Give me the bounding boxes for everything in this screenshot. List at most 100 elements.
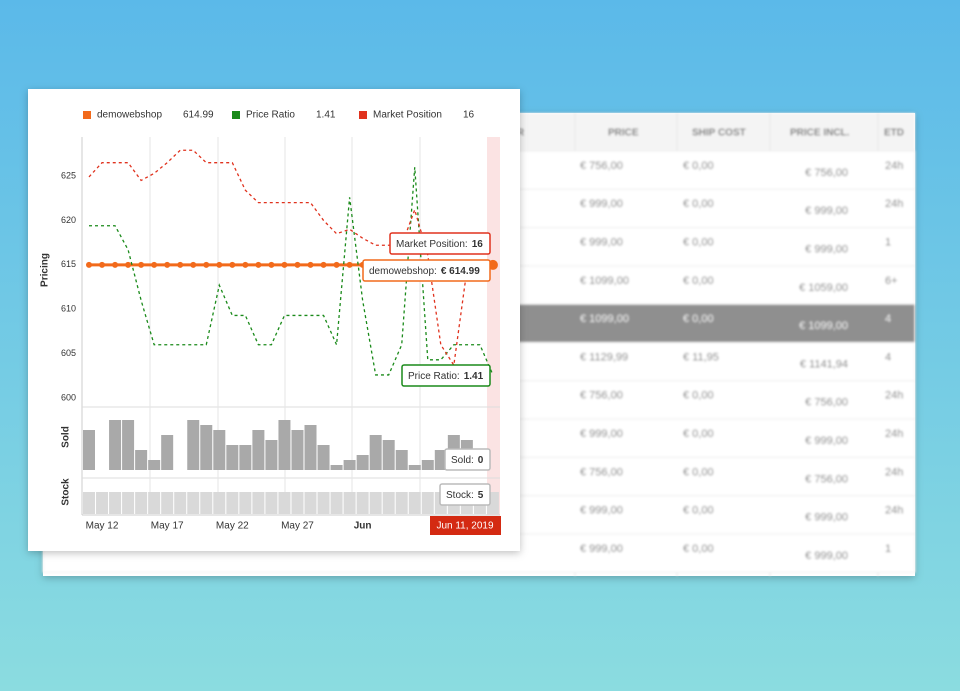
x-tick-label: May 27: [281, 521, 314, 532]
stock-bar: [304, 492, 317, 514]
table-cell: € 1141,94: [800, 358, 848, 370]
table-cell: € 0,00: [683, 390, 714, 402]
tooltip-text: Stock: 5: [446, 490, 484, 501]
stock-bar: [356, 492, 369, 514]
legend-label: Market Position: [373, 110, 442, 121]
table-header: R: [517, 128, 525, 139]
y-tick-label: 600: [61, 392, 76, 402]
stock-bar: [96, 492, 109, 514]
table-cell: € 756,00: [805, 167, 848, 179]
sold-bar: [330, 465, 343, 470]
sold-bar: [343, 460, 356, 470]
stock-bar: [278, 492, 291, 514]
stock-bar: [291, 492, 304, 514]
table-cell: € 999,00: [580, 505, 623, 517]
table-cell: € 999,00: [805, 435, 848, 447]
table-cell: € 0,00: [683, 313, 714, 325]
series-point: [320, 261, 327, 268]
legend-swatch: [359, 111, 367, 119]
stock-bar: [109, 492, 122, 514]
table-cell: € 0,00: [683, 466, 714, 478]
table-cell: 4: [885, 351, 891, 363]
table-cell: € 756,00: [580, 466, 623, 478]
table-cell: 1: [885, 237, 891, 249]
tooltip-value: 5: [478, 490, 484, 501]
y-axis-label: Pricing: [40, 253, 51, 287]
stock-bar: [135, 492, 148, 514]
sold-bar: [187, 420, 200, 470]
sold-bar: [213, 430, 226, 470]
series-point: [255, 261, 262, 268]
table-cell: € 999,00: [805, 512, 848, 524]
table-cell: € 999,00: [805, 550, 848, 562]
tooltip-text: Sold: 0: [451, 455, 484, 466]
tooltip-box: [401, 364, 491, 387]
tooltip-label: demowebshop:: [369, 266, 437, 277]
series-point: [216, 261, 223, 268]
tooltip-label: Market Position:: [396, 239, 468, 250]
table-cell: € 999,00: [580, 237, 623, 249]
series-point: [112, 261, 119, 268]
sold-bar: [122, 420, 135, 470]
stock-bar: [239, 492, 252, 514]
table-cell: 24h: [885, 198, 903, 210]
sold-bar: [135, 450, 148, 470]
table-cell: € 1099,00: [580, 275, 629, 287]
y-tick-label: 610: [61, 304, 76, 314]
tooltip-text: demowebshop: € 614.99: [369, 266, 480, 277]
stock-bar: [148, 492, 161, 514]
stock-bar: [421, 492, 434, 514]
legend-swatch: [232, 111, 240, 119]
tooltip-box: [362, 259, 491, 282]
series-point: [242, 261, 249, 268]
table-cell: 1: [885, 543, 891, 555]
table-cell: € 1099,00: [580, 313, 629, 325]
series-point: [294, 261, 301, 268]
series-point: [99, 261, 106, 268]
legend-label: Price Ratio: [246, 110, 295, 121]
table-cell: 6+: [885, 275, 898, 287]
table-cell: € 0,00: [683, 428, 714, 440]
table-cell: 24h: [885, 390, 903, 402]
x-tick-label: Jun: [354, 521, 372, 532]
sold-bar: [369, 435, 382, 470]
sold-bar: [304, 425, 317, 470]
table-cell: 24h: [885, 505, 903, 517]
table-cell: € 756,00: [805, 397, 848, 409]
stock-bar: [252, 492, 265, 514]
table-cell: 4: [885, 313, 891, 325]
sold-bar: [200, 425, 213, 470]
y-tick-label: 620: [61, 215, 76, 225]
series-point: [177, 261, 184, 268]
table-header: PRICE: [608, 128, 639, 139]
table-cell: € 999,00: [805, 244, 848, 256]
chart-card: [28, 89, 520, 551]
stock-bar: [382, 492, 395, 514]
table-cell: € 756,00: [805, 473, 848, 485]
sold-bar: [421, 460, 434, 470]
table-cell: € 999,00: [580, 428, 623, 440]
sold-bar: [408, 465, 421, 470]
table-cell: 24h: [885, 160, 903, 172]
table-cell: € 0,00: [683, 237, 714, 249]
sold-bar: [148, 460, 161, 470]
stock-bar: [226, 492, 239, 514]
table-cell: € 1059,00: [799, 282, 848, 294]
series-point: [268, 261, 275, 268]
sold-bar: [109, 420, 122, 470]
sold-bar: [226, 445, 239, 470]
y-tick-label: 605: [61, 348, 76, 358]
sold-bar: [395, 450, 408, 470]
stock-bar: [317, 492, 330, 514]
series-point: [190, 261, 197, 268]
tooltip-label: Sold:: [451, 455, 474, 466]
highlight-band: [487, 137, 500, 515]
sold-bar: [161, 435, 174, 470]
legend-value: 614.99: [183, 110, 214, 121]
table-header: PRICE INCL.: [790, 128, 850, 139]
legend-label: demowebshop: [97, 110, 162, 121]
tooltip-text: Price Ratio: 1.41: [408, 371, 484, 382]
y-axis-label: Sold: [61, 426, 72, 448]
table-cell: € 1099,00: [799, 320, 848, 332]
